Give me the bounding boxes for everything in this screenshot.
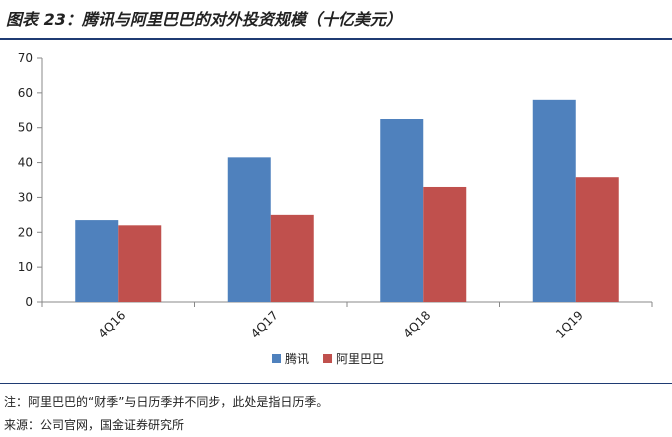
legend: 腾讯 阿里巴巴 [272,351,384,366]
legend-label: 腾讯 [285,351,309,366]
x-tick-label: 4Q17 [248,308,281,341]
y-tick-label: 10 [18,260,33,274]
x-tick-label: 1Q19 [553,308,586,341]
y-tick-label: 0 [25,295,33,309]
y-tick-label: 70 [18,51,33,65]
y-tick-label: 40 [18,156,33,170]
y-tick-label: 60 [18,86,33,100]
y-tick-label: 20 [18,225,33,239]
x-tick-label: 4Q16 [96,308,129,341]
chart-title: 图表 23：腾讯与阿里巴巴的对外投资规模（十亿美元） [6,10,402,29]
y-tick-label: 30 [18,190,33,204]
bar-4Q16-series-2 [118,225,162,302]
bar-4Q18-series-2 [423,186,467,302]
bar-chart: 0 10 20 30 40 50 60 70 4Q16 4Q17 4Q18 1Q19 腾讯 阿里巴巴 [18,51,653,366]
y-tick-label: 50 [18,121,33,135]
bar-1Q19-series-2 [575,177,619,302]
x-axis [41,301,653,307]
bar-4Q16-series-1 [75,220,119,302]
bar-4Q18-series-1 [380,119,424,302]
footer-divider [0,383,672,384]
bars [75,99,619,302]
x-tick-labels: 4Q16 4Q17 4Q18 1Q19 [96,308,586,341]
bar-1Q19-series-1 [532,99,576,302]
source-note: 来源：公司官网，国金证券研究所 [4,418,185,432]
bar-4Q17-series-1 [227,157,271,302]
y-axis: 0 10 20 30 40 50 60 70 [18,51,43,309]
legend-swatch [323,354,333,363]
bar-4Q17-series-2 [270,214,314,302]
legend-label: 阿里巴巴 [336,352,384,366]
legend-swatch [272,354,281,363]
title-divider [0,38,672,40]
footnote: 注：阿里巴巴的“财季”与日历季并不同步，此处是指日历季。 [4,395,329,409]
x-tick-label: 4Q18 [401,308,434,341]
